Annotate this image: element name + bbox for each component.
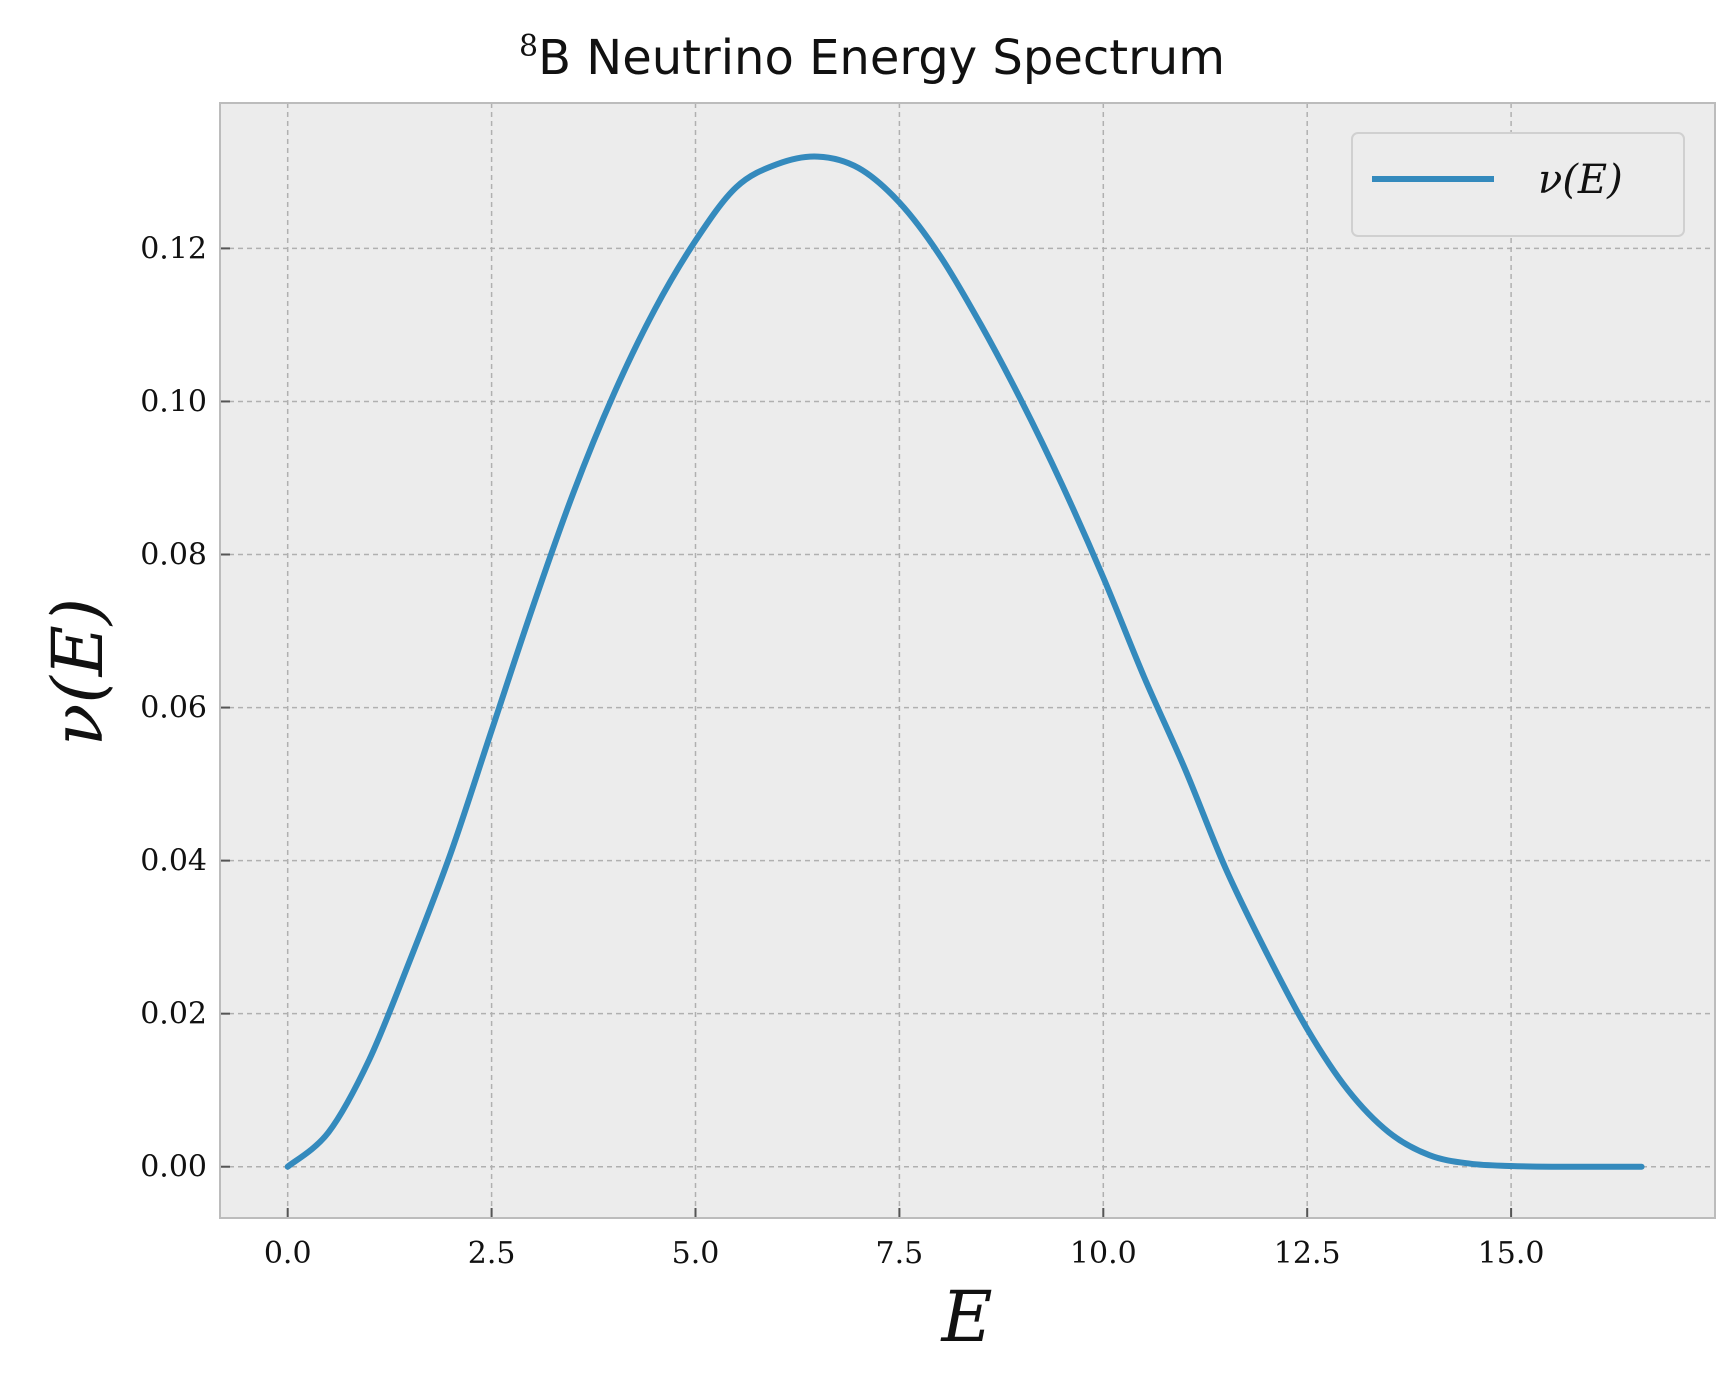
ticks: 0.0 2.5 5.0 7.5 10.0 12.5 15.0 0.00 0.02 0.04 0.06…	[140, 231, 1544, 1271]
legend-label: ν(E)	[1538, 157, 1623, 203]
grid	[220, 103, 1715, 1218]
y-tick-label: 0.00	[140, 1150, 207, 1185]
x-tick-label: 5.0	[672, 1236, 720, 1271]
series-line	[284, 153, 1645, 1170]
x-tick-label: 0.0	[264, 1236, 312, 1271]
y-tick-label: 0.12	[140, 231, 207, 266]
y-tick-label: 0.04	[140, 844, 207, 879]
plot-frame	[219, 102, 1716, 1219]
plot-area	[220, 103, 1715, 1218]
y-axis-label: ν(E)	[37, 598, 119, 746]
title-superscript: 8	[519, 29, 538, 64]
legend-box	[1351, 132, 1685, 237]
x-tick-label: 15.0	[1478, 1236, 1545, 1271]
y-tick-label: 0.06	[140, 691, 207, 726]
y-tick-label: 0.02	[140, 997, 207, 1032]
x-tick-label: 7.5	[876, 1236, 924, 1271]
x-axis-label: E	[939, 1276, 992, 1358]
legend: ν(E)	[1351, 132, 1685, 237]
y-tick-label: 0.08	[140, 538, 207, 573]
series-layer	[284, 153, 1645, 1170]
x-tick-label: 12.5	[1274, 1236, 1341, 1271]
title-main: B Neutrino Energy Spectrum	[538, 30, 1225, 86]
chart-title: 8B Neutrino Energy Spectrum	[519, 29, 1225, 86]
y-tick-label: 0.10	[140, 384, 207, 419]
x-tick-label: 2.5	[468, 1236, 516, 1271]
x-tick-label: 10.0	[1070, 1236, 1137, 1271]
